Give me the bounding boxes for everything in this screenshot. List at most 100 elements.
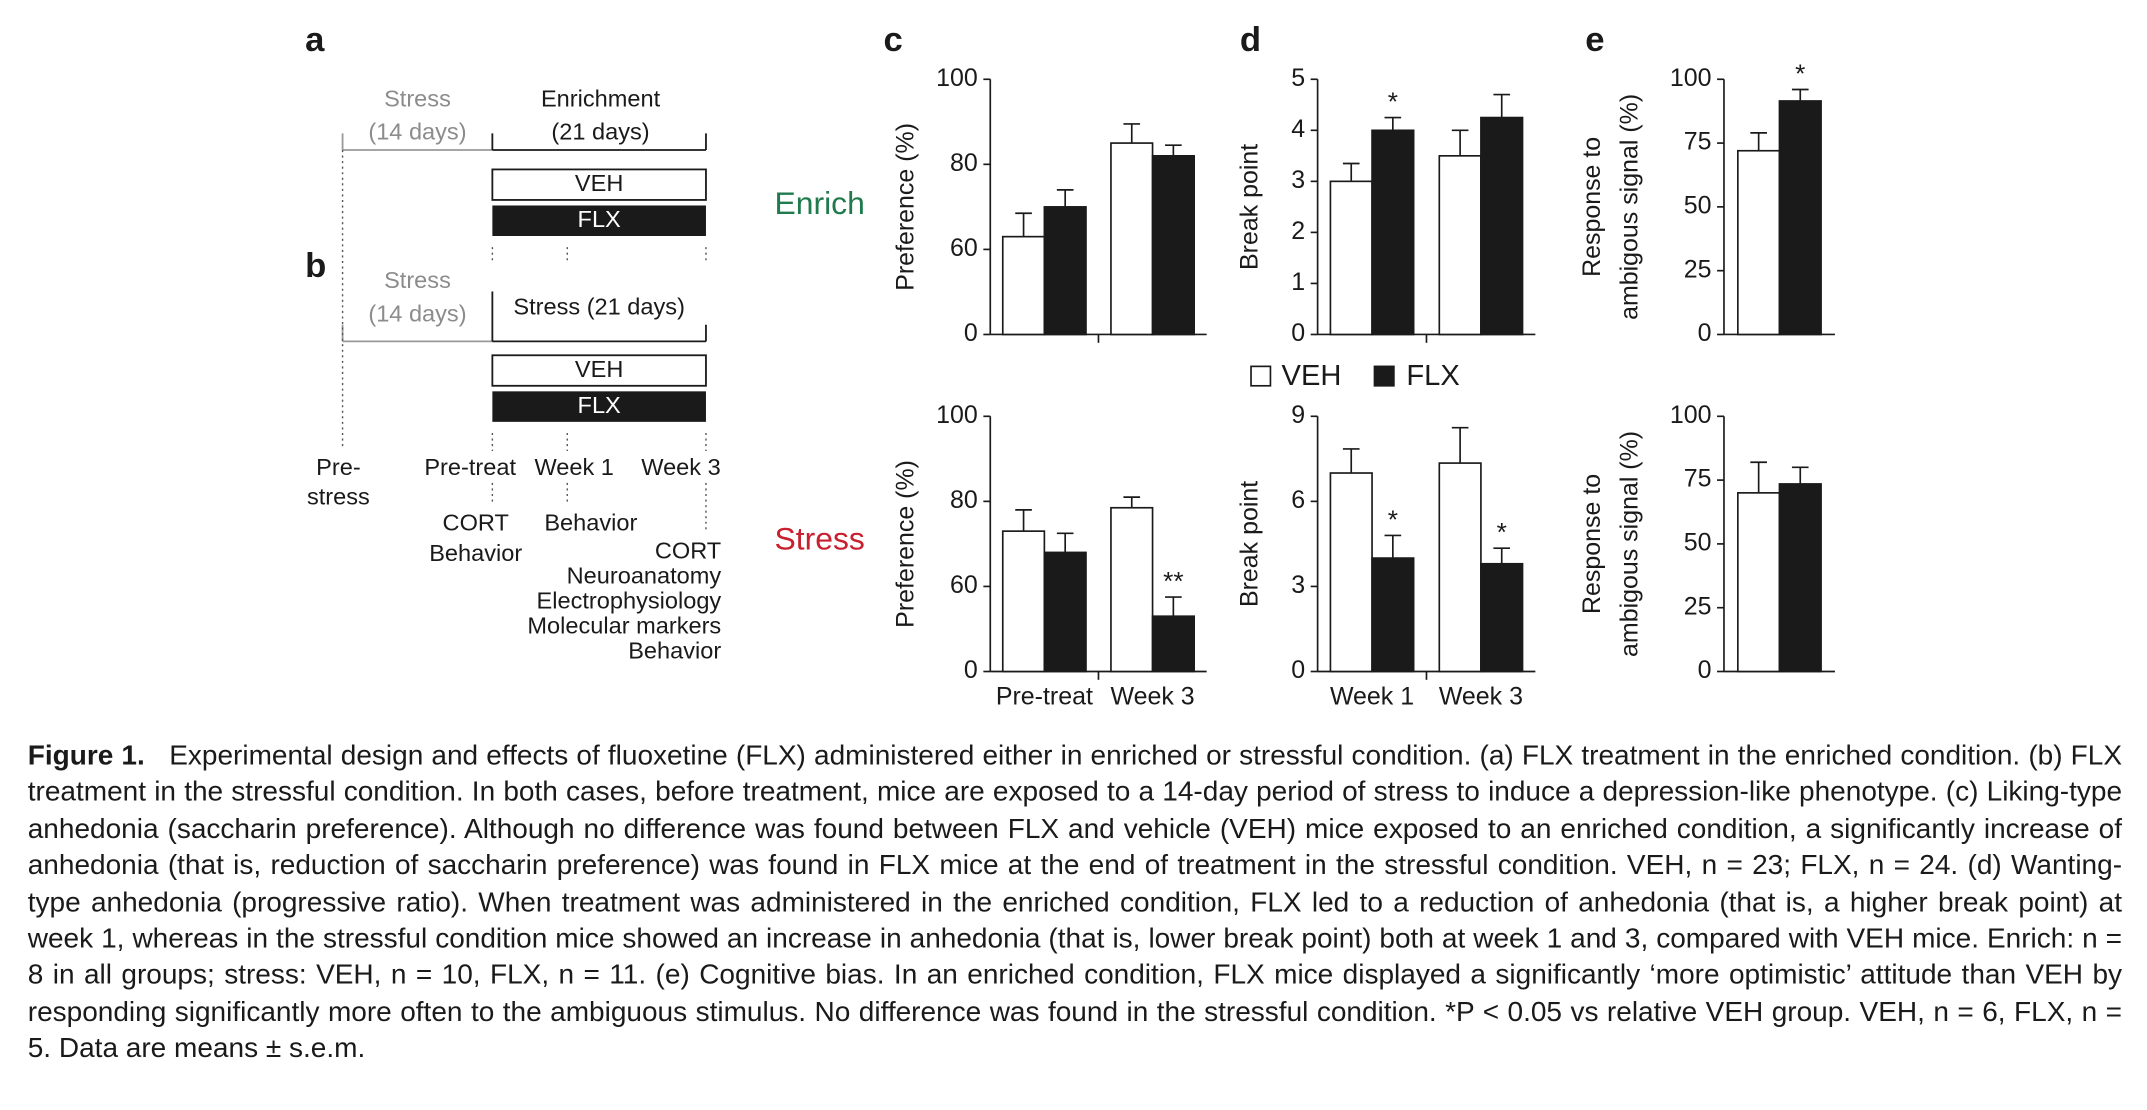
- timepoint-label: Pre-: [316, 454, 361, 480]
- y-tick-label: 100: [936, 64, 978, 92]
- significance-label: *: [1795, 59, 1805, 89]
- y-axis-label: Preference (%): [892, 123, 920, 291]
- y-tick-label: 6: [1291, 486, 1305, 514]
- test-label: Behavior: [429, 540, 522, 566]
- panel-letter: a: [305, 21, 325, 59]
- y-tick-label: 80: [950, 486, 978, 514]
- caption: Figure 1. Experimental design and effect…: [28, 738, 2122, 1068]
- y-tick-label: 75: [1684, 465, 1712, 493]
- error-bar: [1493, 93, 1511, 118]
- timepoint-label: Week 1: [534, 454, 613, 480]
- y-tick-label: 80: [950, 149, 978, 177]
- test-label: CORT: [443, 510, 509, 536]
- y-tick-label: 2: [1291, 217, 1305, 245]
- error-bar: [1056, 189, 1074, 207]
- y-axis-label: ambigous signal (%): [1616, 94, 1644, 320]
- x-tick-label: Week 3: [1439, 682, 1523, 710]
- error-bar: [1165, 596, 1182, 617]
- timepoint-label: Pre-treat: [424, 454, 516, 480]
- y-tick-label: 0: [1698, 319, 1712, 347]
- x-tick-label: Week 3: [1110, 682, 1194, 710]
- y-tick-label: 100: [1670, 64, 1712, 92]
- test-label: Electrophysiology: [537, 587, 722, 613]
- error-bar: [1791, 88, 1809, 101]
- y-axis-label: Response to: [1578, 137, 1606, 277]
- row-label: Enrich: [775, 185, 865, 221]
- y-axis-label: Break point: [1236, 481, 1264, 607]
- phase-label: Stress: [384, 267, 451, 293]
- y-tick-label: 0: [1291, 656, 1305, 684]
- bar: [1737, 149, 1781, 336]
- bar: [1737, 492, 1781, 673]
- significance-label: *: [1388, 504, 1398, 534]
- y-tick-label: 3: [1291, 571, 1305, 599]
- y-tick-label: 60: [950, 571, 978, 599]
- timeline-lines: [341, 150, 707, 533]
- error-bar: [1750, 132, 1767, 151]
- y-tick-label: 0: [1698, 656, 1712, 684]
- bar: [1110, 142, 1154, 336]
- error-bar: [1451, 426, 1469, 464]
- y-tick-label: 50: [1684, 191, 1712, 219]
- error-bar: [1123, 123, 1141, 144]
- phase-label: Stress (21 days): [513, 293, 685, 319]
- y-axis-label: Preference (%): [892, 460, 920, 628]
- bar: [1001, 530, 1046, 673]
- y-tick-label: 25: [1684, 255, 1712, 283]
- bar: [1001, 235, 1046, 336]
- error-bar: [1123, 496, 1141, 508]
- group-box-label: VEH: [575, 170, 623, 196]
- timeline-lines: [341, 133, 707, 264]
- legend-label: VEH: [1282, 360, 1342, 392]
- y-tick-label: 5: [1291, 64, 1305, 92]
- y-tick-label: 1: [1291, 268, 1305, 296]
- bar: [1778, 483, 1822, 673]
- error-bar: [1342, 448, 1360, 474]
- bar: [1329, 472, 1373, 673]
- y-tick-label: 75: [1684, 128, 1712, 156]
- legend-label: FLX: [1406, 360, 1459, 392]
- panel-letter: d: [1240, 21, 1261, 59]
- x-tick-label: Pre-treat: [996, 682, 1093, 710]
- panel-letter: e: [1585, 21, 1604, 59]
- y-tick-label: 4: [1291, 115, 1305, 143]
- significance-label: *: [1388, 87, 1398, 117]
- error-bar: [1384, 534, 1402, 559]
- group-box-label: FLX: [578, 206, 621, 232]
- y-axis-label: ambigous signal (%): [1616, 431, 1644, 657]
- bar: [1371, 129, 1415, 336]
- bar: [1043, 551, 1087, 673]
- phase-label: (21 days): [551, 119, 649, 145]
- timepoint-label: Week 3: [641, 454, 720, 480]
- y-tick-label: 9: [1291, 401, 1305, 429]
- bar: [1151, 615, 1195, 673]
- bar: [1043, 206, 1087, 336]
- row-label: Stress: [775, 521, 865, 557]
- y-tick-label: 25: [1684, 592, 1712, 620]
- phase-label: (14 days): [368, 119, 466, 145]
- y-axis-label: Break point: [1236, 144, 1264, 270]
- error-bar: [1165, 144, 1182, 156]
- significance-label: *: [1497, 517, 1507, 547]
- bar: [1480, 116, 1524, 336]
- significance-label: **: [1163, 566, 1184, 596]
- phase-label: Stress: [384, 85, 451, 111]
- bar: [1371, 557, 1415, 673]
- bar: [1329, 180, 1373, 336]
- caption-text: Experimental design and effects of fluox…: [27, 740, 2123, 1065]
- y-tick-label: 0: [964, 656, 978, 684]
- y-tick-label: 0: [964, 319, 978, 347]
- y-tick-label: 60: [950, 234, 978, 262]
- x-tick-label: Week 1: [1330, 682, 1414, 710]
- error-bar: [1750, 461, 1767, 493]
- test-label: Behavior: [544, 510, 637, 536]
- test-label: Neuroanatomy: [567, 562, 722, 588]
- phase-label: Enrichment: [541, 85, 661, 111]
- group-box-label: VEH: [575, 356, 623, 382]
- bar: [1778, 100, 1822, 336]
- error-bar: [1015, 212, 1032, 237]
- bar: [1480, 562, 1524, 673]
- caption-box: Figure 1. Experimental design and effect…: [28, 738, 2122, 1068]
